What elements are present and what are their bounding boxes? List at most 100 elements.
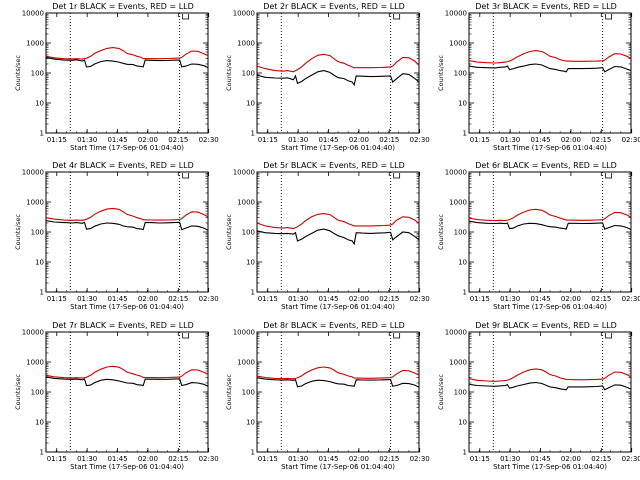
panel-title: Det 8r BLACK = Events, RED = LLD — [263, 321, 405, 330]
interval-bracket — [605, 14, 613, 20]
panel-title: Det 4r BLACK = Events, RED = LLD — [52, 161, 194, 170]
series-events-line — [45, 220, 209, 231]
y-tick-label: 10 — [35, 259, 44, 267]
y-tick-label: 1000 — [26, 40, 44, 48]
x-tick-label: 02:30 — [622, 455, 640, 463]
y-tick-label: 10 — [458, 419, 467, 427]
x-tick-label: 01:15 — [47, 295, 67, 303]
y-tick-label: 100 — [454, 389, 467, 397]
x-tick-label: 02:00 — [349, 295, 369, 303]
x-tick-label: 02:15 — [168, 136, 188, 144]
y-tick-label: 10000 — [445, 169, 467, 177]
series-lld-line — [468, 368, 632, 382]
y-axis-label: Counts/sec — [225, 55, 233, 91]
x-tick-label: 01:45 — [107, 295, 127, 303]
x-tick-label: 02:30 — [410, 136, 430, 144]
y-tick-label: 1000 — [26, 199, 44, 207]
x-tick-label: 02:15 — [379, 455, 399, 463]
series-lld-line — [256, 213, 420, 230]
y-axis-label: Counts/sec — [437, 55, 445, 91]
y-tick-label: 1000 — [237, 40, 255, 48]
y-tick-label: 10000 — [233, 169, 255, 177]
series-events-line — [468, 381, 632, 391]
y-tick-label: 10000 — [233, 329, 255, 337]
y-tick-label: 10 — [458, 100, 467, 108]
y-axis-label: Counts/sec — [437, 214, 445, 250]
x-tick-label: 02:00 — [138, 136, 158, 144]
y-tick-label: 1 — [40, 289, 44, 297]
y-tick-label: 1000 — [237, 359, 255, 367]
interval-bracket — [182, 333, 190, 339]
y-tick-label: 10000 — [22, 10, 44, 18]
x-tick-label: 02:30 — [622, 295, 640, 303]
x-tick-label: 02:00 — [349, 136, 369, 144]
y-tick-label: 1 — [251, 289, 255, 297]
x-tick-label: 01:45 — [107, 455, 127, 463]
x-tick-label: 02:15 — [168, 295, 188, 303]
x-axis-label: Start Time (17-Sep-06 01:04:40) — [493, 303, 607, 311]
x-tick-label: 02:15 — [168, 455, 188, 463]
x-tick-label: 02:15 — [591, 455, 611, 463]
series-events-line — [256, 377, 420, 388]
x-axis-label: Start Time (17-Sep-06 01:04:40) — [70, 303, 184, 311]
x-axis-label: Start Time (17-Sep-06 01:04:40) — [493, 144, 607, 152]
x-tick-label: 02:15 — [591, 295, 611, 303]
panel-title: Det 6r BLACK = Events, RED = LLD — [475, 161, 617, 170]
y-tick-label: 100 — [31, 389, 44, 397]
panel-title: Det 3r BLACK = Events, RED = LLD — [475, 2, 617, 11]
series-lld-line — [256, 366, 420, 380]
y-tick-label: 100 — [242, 70, 255, 78]
x-tick-label: 02:00 — [561, 295, 581, 303]
x-tick-label: 02:15 — [379, 136, 399, 144]
x-axis-label: Start Time (17-Sep-06 01:04:40) — [70, 463, 184, 471]
x-tick-label: 01:30 — [500, 455, 520, 463]
x-tick-label: 01:30 — [288, 136, 308, 144]
x-tick-label: 02:00 — [349, 455, 369, 463]
panel-det-7: Det 7r BLACK = Events, RED = LLD 1 10 100 10… — [14, 321, 219, 471]
y-tick-label: 100 — [242, 389, 255, 397]
series-events-line — [256, 228, 420, 246]
y-tick-label: 1 — [40, 449, 44, 457]
y-tick-label: 10 — [35, 419, 44, 427]
y-tick-label: 1 — [463, 130, 467, 138]
interval-bracket — [393, 14, 401, 20]
x-tick-label: 01:45 — [107, 136, 127, 144]
y-axis-label: Counts/sec — [14, 374, 22, 410]
panel-title: Det 1r BLACK = Events, RED = LLD — [52, 2, 194, 11]
series-lld-line — [468, 50, 632, 64]
x-tick-label: 02:15 — [379, 295, 399, 303]
y-tick-label: 10 — [246, 259, 255, 267]
x-tick-label: 02:30 — [410, 455, 430, 463]
y-tick-label: 100 — [31, 70, 44, 78]
interval-bracket — [182, 14, 190, 20]
x-tick-label: 02:00 — [138, 295, 158, 303]
y-tick-label: 1000 — [449, 40, 467, 48]
x-tick-label: 01:15 — [470, 295, 490, 303]
panel-det-8: Det 8r BLACK = Events, RED = LLD 1 10 100 10… — [225, 321, 430, 471]
x-tick-label: 01:45 — [530, 295, 550, 303]
x-tick-label: 01:30 — [77, 136, 97, 144]
interval-bracket — [393, 173, 401, 179]
series-lld-line — [45, 207, 209, 221]
series-lld-line — [45, 365, 209, 379]
x-tick-label: 01:45 — [318, 455, 338, 463]
y-tick-label: 1000 — [26, 359, 44, 367]
y-tick-label: 1000 — [449, 199, 467, 207]
x-tick-label: 01:30 — [288, 295, 308, 303]
x-tick-label: 01:45 — [318, 136, 338, 144]
x-axis-label: Start Time (17-Sep-06 01:04:40) — [70, 144, 184, 152]
y-axis-label: Counts/sec — [14, 55, 22, 91]
series-events-line — [468, 63, 632, 73]
x-tick-label: 02:00 — [561, 455, 581, 463]
series-lld-line — [468, 208, 632, 222]
y-axis-label: Counts/sec — [225, 214, 233, 250]
x-tick-label: 02:30 — [410, 295, 430, 303]
x-tick-label: 01:15 — [258, 295, 278, 303]
y-tick-label: 10 — [35, 100, 44, 108]
y-tick-label: 10000 — [22, 169, 44, 177]
x-tick-label: 02:30 — [199, 136, 219, 144]
series-events-line — [45, 376, 209, 387]
x-tick-label: 01:15 — [470, 455, 490, 463]
panel-title: Det 9r BLACK = Events, RED = LLD — [475, 321, 617, 330]
panel-det-9: Det 9r BLACK = Events, RED = LLD 1 10 100 10… — [437, 321, 640, 471]
